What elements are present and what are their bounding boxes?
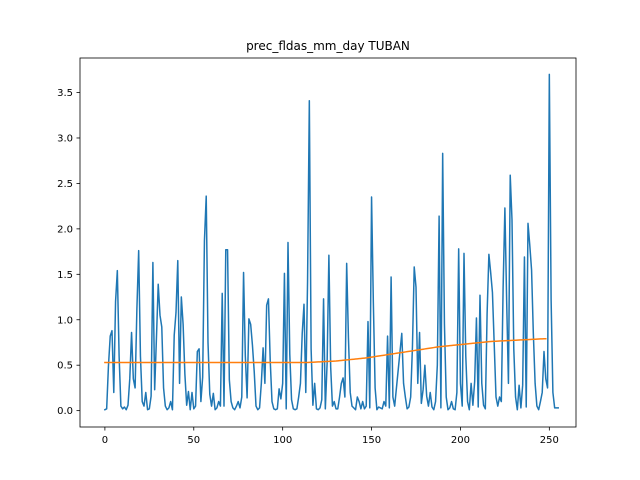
x-tick-label: 50 bbox=[187, 435, 200, 446]
x-tick-label: 0 bbox=[102, 435, 108, 446]
y-tick-label: 3.0 bbox=[57, 133, 73, 144]
y-tick-label: 1.5 bbox=[57, 270, 73, 281]
y-tick-label: 2.0 bbox=[57, 224, 73, 235]
x-tick-label: 250 bbox=[540, 435, 559, 446]
y-tick-label: 2.5 bbox=[57, 179, 73, 190]
x-tick-label: 100 bbox=[273, 435, 292, 446]
y-tick-label: 3.5 bbox=[57, 88, 73, 99]
series-line-2 bbox=[104, 338, 547, 364]
y-tick-label: 1.0 bbox=[57, 315, 73, 326]
axes-layer: 0 50 100 150 200 250 0.0 0.5 1.0 1.5 2.0 2.5 3.0 3.5 bbox=[57, 57, 577, 446]
y-tick-label: 0.0 bbox=[57, 406, 73, 417]
series-layer bbox=[103, 73, 559, 411]
x-tick-label: 150 bbox=[362, 435, 381, 446]
y-tick-label: 0.5 bbox=[57, 361, 73, 372]
plot-frame bbox=[79, 57, 577, 428]
x-tick-label: 200 bbox=[451, 435, 470, 446]
chart-title: prec_fldas_mm_day TUBAN bbox=[246, 39, 410, 53]
series-line-1 bbox=[103, 73, 559, 411]
